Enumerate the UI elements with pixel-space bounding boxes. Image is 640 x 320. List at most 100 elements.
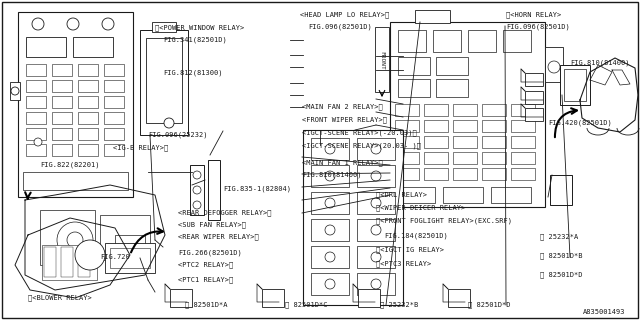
Circle shape xyxy=(325,225,335,235)
Text: ④<PTC3 RELAY>: ④<PTC3 RELAY> xyxy=(376,261,431,267)
Bar xyxy=(395,187,435,203)
Text: A835001493: A835001493 xyxy=(582,309,625,315)
Circle shape xyxy=(11,87,19,95)
Text: ⑦ 82501D*D: ⑦ 82501D*D xyxy=(540,272,582,278)
Circle shape xyxy=(325,171,335,181)
Bar xyxy=(375,27,389,92)
Bar xyxy=(560,65,590,105)
Bar xyxy=(42,245,97,280)
Text: <SUB FAN RELAY>①: <SUB FAN RELAY>① xyxy=(178,222,246,228)
Bar xyxy=(453,120,477,132)
Circle shape xyxy=(371,144,381,154)
Text: FIG.835-1(82804): FIG.835-1(82804) xyxy=(223,186,291,192)
Bar xyxy=(311,273,349,295)
Text: ①<FRONT FOGLIGHT RELAY>(EXC.SRF): ①<FRONT FOGLIGHT RELAY>(EXC.SRF) xyxy=(376,218,512,224)
Bar xyxy=(415,10,450,23)
Bar xyxy=(52,112,72,124)
Text: ② 82501D*C: ② 82501D*C xyxy=(285,302,328,308)
Bar xyxy=(190,165,204,215)
Bar xyxy=(550,175,572,205)
Bar xyxy=(357,138,395,160)
Bar xyxy=(468,30,496,52)
Bar xyxy=(311,246,349,268)
Bar xyxy=(564,69,586,101)
Circle shape xyxy=(325,279,335,289)
Bar xyxy=(104,96,124,108)
Bar xyxy=(303,130,403,305)
Bar xyxy=(208,160,220,220)
Circle shape xyxy=(34,138,42,146)
Bar xyxy=(398,79,430,97)
Bar xyxy=(52,80,72,92)
Bar xyxy=(44,247,56,277)
Circle shape xyxy=(371,171,381,181)
Bar xyxy=(104,144,124,156)
Bar xyxy=(395,120,419,132)
Bar xyxy=(482,104,506,116)
Text: <REAR WIPER RELAY>⑥: <REAR WIPER RELAY>⑥ xyxy=(178,234,259,240)
Text: <MAIN FAN 1 RELAY>①: <MAIN FAN 1 RELAY>① xyxy=(302,160,383,166)
Circle shape xyxy=(193,171,201,179)
Bar xyxy=(52,128,72,140)
Bar xyxy=(511,104,535,116)
Text: FIG.266(82501D): FIG.266(82501D) xyxy=(178,250,242,256)
Bar xyxy=(357,192,395,214)
Bar xyxy=(545,47,563,82)
Text: FRONT: FRONT xyxy=(380,51,385,69)
Bar xyxy=(491,187,531,203)
Circle shape xyxy=(67,18,79,30)
Text: ④ 82501D*D: ④ 82501D*D xyxy=(468,302,511,308)
Circle shape xyxy=(102,18,114,30)
Bar xyxy=(104,64,124,76)
Text: <IGCT-SCENE RELAY>(20.03- )⑦: <IGCT-SCENE RELAY>(20.03- )⑦ xyxy=(302,143,421,149)
Bar xyxy=(482,152,506,164)
Bar xyxy=(311,138,349,160)
Text: FIG.096(82501D): FIG.096(82501D) xyxy=(506,24,570,30)
Bar xyxy=(395,152,419,164)
Bar xyxy=(105,243,155,273)
Bar xyxy=(78,247,90,277)
Bar xyxy=(26,64,46,76)
Bar xyxy=(73,37,113,57)
Text: ④<IGCT IG RELAY>: ④<IGCT IG RELAY> xyxy=(376,247,444,253)
Bar xyxy=(104,80,124,92)
Circle shape xyxy=(164,118,174,128)
Bar xyxy=(424,136,448,148)
Bar xyxy=(104,128,124,140)
Bar xyxy=(104,112,124,124)
Bar xyxy=(140,30,188,135)
Bar xyxy=(52,144,72,156)
Bar xyxy=(525,108,543,121)
Text: <PTC1 RELAY>④: <PTC1 RELAY>④ xyxy=(178,277,233,283)
Circle shape xyxy=(67,232,83,248)
Bar xyxy=(482,120,506,132)
Text: FIG.341(82501D): FIG.341(82501D) xyxy=(163,37,227,43)
Bar xyxy=(18,12,133,197)
Bar xyxy=(100,215,150,260)
Bar xyxy=(311,165,349,187)
Bar xyxy=(482,136,506,148)
Bar xyxy=(511,168,535,180)
Circle shape xyxy=(325,252,335,262)
Circle shape xyxy=(193,186,201,194)
Text: <IG-B RELAY>⑤: <IG-B RELAY>⑤ xyxy=(113,145,168,151)
Bar xyxy=(398,30,426,52)
Bar xyxy=(424,120,448,132)
Text: <REAR DEFOGGER RELAY>①: <REAR DEFOGGER RELAY>① xyxy=(178,210,271,216)
Bar xyxy=(26,80,46,92)
Bar xyxy=(10,82,20,100)
Circle shape xyxy=(371,252,381,262)
Text: ① 82501D*A: ① 82501D*A xyxy=(185,302,227,308)
Text: <PTC2 RELAY>④: <PTC2 RELAY>④ xyxy=(178,262,233,268)
Bar xyxy=(23,172,128,190)
Bar xyxy=(78,96,98,108)
Bar xyxy=(170,289,192,307)
Text: <HEAD LAMP LO RELAY>①: <HEAD LAMP LO RELAY>① xyxy=(300,12,389,18)
Bar xyxy=(511,120,535,132)
Bar xyxy=(357,273,395,295)
Bar xyxy=(453,104,477,116)
Bar xyxy=(453,136,477,148)
Bar xyxy=(453,152,477,164)
Bar xyxy=(453,168,477,180)
Text: FIG.096(25232): FIG.096(25232) xyxy=(148,132,207,138)
